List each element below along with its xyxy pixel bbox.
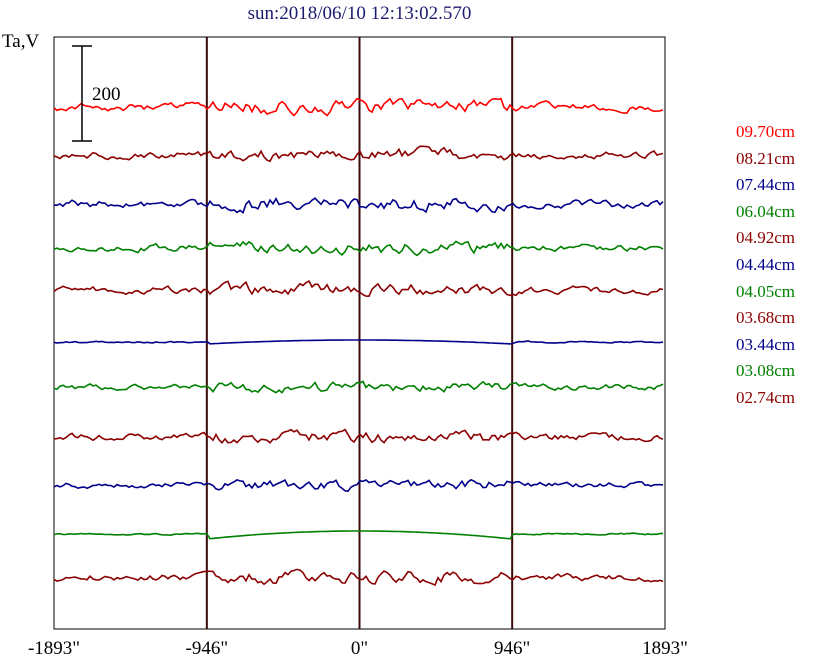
legend-item: 04.92cm: [736, 228, 796, 248]
series-line-9: [53, 478, 664, 493]
legend-item: 04.44cm: [736, 254, 796, 274]
series-line-11: [53, 568, 664, 587]
series-layer: [53, 97, 664, 587]
series-line-6: [53, 339, 664, 345]
x-tick-label: 946": [494, 638, 530, 659]
series-line-1: [53, 97, 664, 117]
scale-bar: 200: [72, 45, 121, 142]
legend-item: 03.44cm: [736, 334, 796, 354]
series-line-2: [53, 145, 664, 163]
legend-item: 06.04cm: [736, 201, 796, 221]
series-line-3: [54, 197, 664, 215]
scale-bar-label: 200: [92, 84, 121, 105]
chart-title: sun:2018/06/10 12:13:02.570: [247, 3, 472, 24]
x-tick-label: 1893": [642, 638, 688, 659]
legend: 09.70cm 08.21cm 07.44cm 06.04cm 04.92cm 04.44…: [736, 119, 813, 412]
x-tick-labels: -1893" -946" 0" 946" 1893": [28, 638, 688, 659]
legend-item: 02.74cm: [736, 387, 796, 407]
series-line-8: [53, 428, 664, 445]
x-tick-label: -1893": [28, 638, 80, 659]
x-tick-label: -946": [186, 638, 229, 659]
legend-item: 04.05cm: [736, 281, 796, 301]
y-axis-label: Ta,V: [2, 31, 40, 52]
legend-item: 07.44cm: [736, 175, 796, 195]
legend-item: 09.70cm: [736, 122, 796, 141]
series-line-4: [53, 240, 664, 257]
x-tick-label: 0": [351, 638, 368, 659]
series-line-7: [53, 380, 664, 394]
legend-item: 03.68cm: [736, 308, 796, 328]
series-line-5: [53, 280, 664, 298]
vertical-markers: [205, 37, 514, 629]
legend-item: 08.21cm: [736, 148, 796, 168]
legend-item: 03.08cm: [736, 361, 796, 381]
series-line-10: [53, 530, 664, 540]
